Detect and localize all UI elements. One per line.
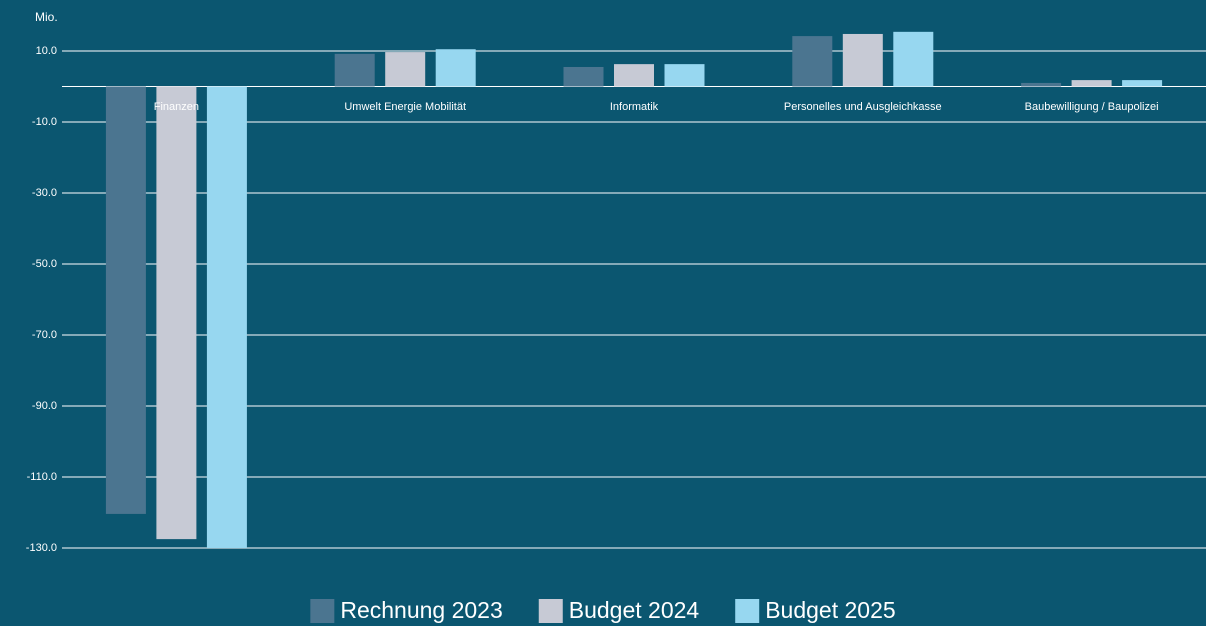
legend-swatch	[538, 599, 563, 623]
bar	[334, 53, 375, 87]
bar	[1122, 80, 1163, 87]
x-tick-label: Informatik	[610, 101, 659, 113]
y-tick-label: 10.0	[36, 45, 57, 57]
bar	[664, 64, 705, 87]
bar	[893, 31, 934, 87]
legend-label: Budget 2025	[765, 597, 895, 623]
y-tick-label: -50.0	[32, 258, 57, 270]
x-tick-label: Personelles und Ausgleichkasse	[784, 101, 942, 113]
bar	[563, 66, 604, 87]
legend-swatch	[735, 599, 760, 623]
y-tick-label: -130.0	[26, 542, 57, 554]
legend-swatch	[310, 599, 335, 623]
bar	[1071, 80, 1112, 87]
x-tick-label: Umwelt Energie Mobilität	[344, 101, 466, 113]
y-tick-label: -90.0	[32, 400, 57, 412]
x-tick-label: Baubewilligung / Baupolizei	[1025, 101, 1159, 113]
y-axis-unit: Mio.	[35, 10, 58, 24]
x-tick-label: Finanzen	[154, 101, 199, 113]
bar	[105, 86, 146, 514]
bar	[792, 36, 833, 87]
bar	[614, 64, 654, 87]
legend-label: Budget 2024	[569, 597, 700, 623]
legend: Rechnung 2023 Budget 2024 Budget 2025	[310, 597, 896, 623]
bar	[206, 86, 247, 548]
bar	[385, 52, 426, 87]
bar	[156, 86, 197, 540]
y-tick-label: -10.0	[32, 116, 57, 128]
bar	[842, 33, 883, 87]
legend-label: Rechnung 2023	[340, 597, 502, 623]
y-tick-label: -70.0	[32, 329, 57, 341]
y-tick-label: -30.0	[32, 187, 57, 199]
y-tick-label: -110.0	[27, 471, 57, 483]
bar	[1021, 82, 1062, 87]
bar	[435, 49, 476, 87]
